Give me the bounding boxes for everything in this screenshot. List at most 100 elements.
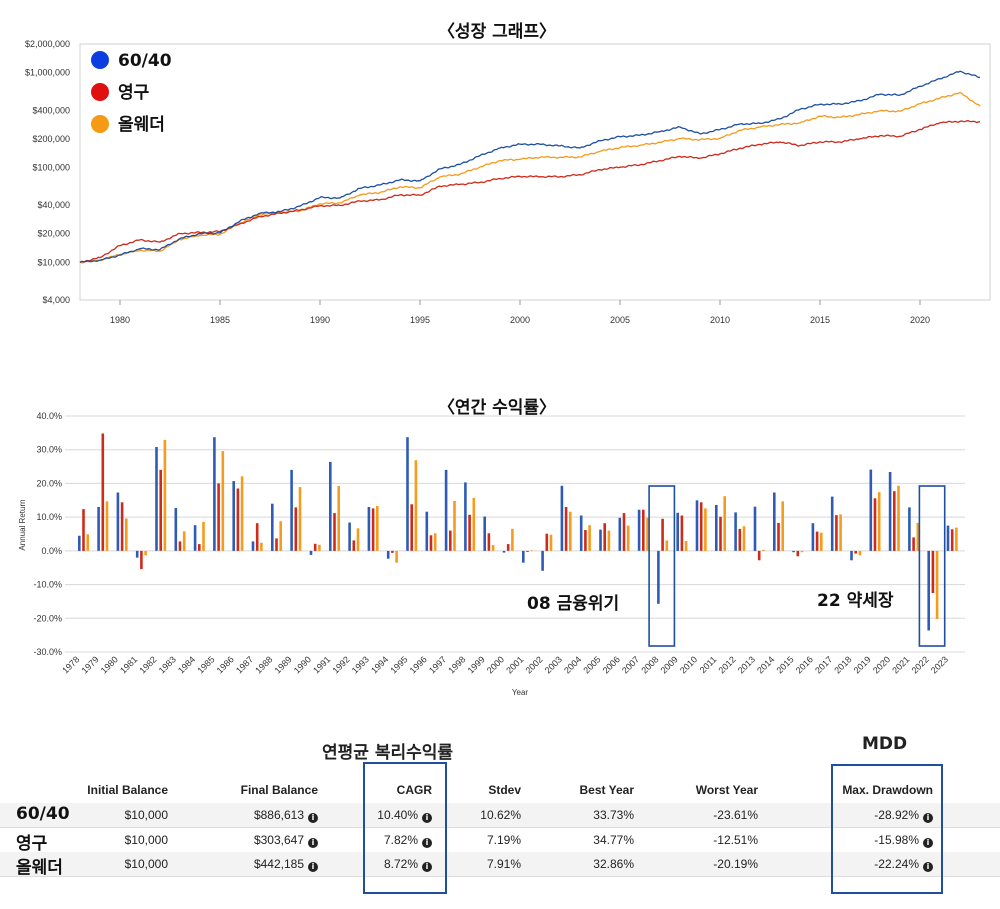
annual-bar [916, 522, 920, 551]
cell-final: $442,185 i [254, 857, 318, 872]
growth-y-tick-label: $4,000 [42, 295, 70, 305]
annual-y-tick-label: 10.0% [36, 512, 62, 522]
legend-dot-icon [91, 115, 109, 133]
annual-x-tick-label: 2013 [736, 654, 757, 675]
annual-x-tick-label: 2001 [504, 654, 525, 675]
annual-bar [356, 528, 360, 551]
annual-bar [588, 525, 591, 551]
annual-x-tick-label: 1999 [466, 654, 487, 675]
annual-x-tick-label: 2017 [813, 654, 834, 675]
annual-bar [522, 550, 525, 563]
annual-x-axis-label: Year [512, 688, 529, 697]
info-icon[interactable]: i [923, 862, 933, 872]
annual-bar [661, 518, 664, 551]
annual-x-tick-label: 2006 [601, 654, 622, 675]
info-icon[interactable]: i [923, 813, 933, 823]
table-row: 60/40 $10,000 $886,613 i 10.40% i 10.62% 3… [0, 803, 1000, 827]
table-divider [0, 876, 1000, 877]
annual-x-tick-label: 2000 [485, 654, 506, 675]
annual-bar [144, 550, 147, 556]
legend-dot-icon [91, 83, 109, 101]
growth-y-tick-label: $20,000 [37, 229, 70, 239]
cell-mdd: -22.24% i [874, 857, 933, 872]
annual-x-tick-label: 2023 [929, 654, 950, 675]
annual-bar [348, 522, 351, 551]
info-icon[interactable]: i [422, 862, 432, 872]
annual-bar [680, 515, 684, 551]
annual-bar [637, 509, 641, 551]
annual-x-tick-label: 1980 [99, 654, 120, 675]
annual-bar [622, 513, 626, 551]
growth-chart-title: 〈성장 그래프〉 [438, 21, 556, 42]
annual-x-tick-label: 1987 [234, 654, 255, 675]
annual-bar [564, 507, 568, 551]
annual-bar [734, 512, 737, 551]
annual-x-tick-label: 1985 [195, 654, 216, 675]
info-icon[interactable]: i [308, 838, 318, 848]
annual-x-tick-label: 1984 [176, 654, 197, 675]
row-name: 60/40 [16, 804, 70, 824]
cell-initial: $10,000 [124, 857, 168, 871]
annual-bar [719, 516, 722, 551]
growth-y-tick-label: $2,000,000 [25, 39, 70, 49]
annual-bar [406, 437, 409, 551]
info-icon[interactable]: i [923, 838, 933, 848]
info-icon[interactable]: i [422, 813, 432, 823]
annual-x-tick-label: 2022 [910, 654, 931, 675]
annual-bar [279, 521, 282, 551]
annual-chart-title: 〈연간 수익률〉 [438, 397, 556, 418]
annual-bar [549, 534, 553, 551]
annual-x-tick-label: 2016 [794, 654, 815, 675]
annual-grid: 40.0% 30.0% 20.0% 10.0% 0.0% -10.0% -20.0% -30.… [33, 411, 965, 657]
growth-y-tick-label: $200,000 [32, 134, 70, 144]
annual-return-chart: 〈연간 수익률〉 Annual Return Year 40.0% 30.0% 20… [18, 397, 965, 697]
annual-x-tick-label: 2012 [717, 654, 738, 675]
growth-y-tick-label: $40,000 [37, 200, 70, 210]
info-icon[interactable]: i [422, 838, 432, 848]
annual-bar [757, 550, 761, 561]
annual-bar [773, 492, 776, 551]
annual-x-tick-label: 1981 [118, 654, 139, 675]
annual-bar [545, 533, 549, 551]
annual-bar [178, 541, 182, 551]
legend-label: 60/40 [118, 51, 172, 71]
cell-best: 32.86% [593, 857, 634, 871]
annual-bar [796, 550, 800, 557]
annual-bar [433, 533, 437, 551]
annual-bar [839, 514, 842, 551]
cell-mdd: -28.92% i [874, 808, 933, 823]
annual-bar [78, 535, 81, 551]
annual-bar [877, 492, 881, 551]
annual-bar [927, 550, 930, 631]
cell-initial: $10,000 [124, 808, 168, 822]
info-icon[interactable]: i [308, 862, 318, 872]
cell-final-value: $442,185 [253, 857, 304, 871]
annual-bar [298, 487, 302, 551]
annual-bar [425, 511, 429, 551]
annual-bar [908, 507, 911, 551]
growth-y-tick-label: $100,000 [32, 162, 70, 172]
annual-x-tick-label: 2005 [581, 654, 602, 675]
annual-bar [116, 492, 120, 551]
annual-bars [78, 433, 958, 631]
cell-worst: -12.51% [713, 833, 758, 847]
annual-x-tick-label: 2008 [639, 654, 660, 675]
annual-bar [410, 504, 413, 551]
info-icon[interactable]: i [308, 813, 318, 823]
annual-x-tick-label: 2020 [871, 654, 892, 675]
cell-stdev: 10.62% [480, 808, 521, 822]
annual-bar [569, 511, 572, 551]
annual-bar [395, 550, 398, 563]
annual-bar [835, 515, 838, 551]
header-max-drawdown: Max. Drawdown [842, 783, 933, 797]
annual-bar [294, 507, 298, 551]
annual-bar [950, 529, 954, 551]
growth-line-0 [79, 70, 981, 263]
annual-bar [444, 469, 448, 551]
annual-bar [777, 522, 780, 551]
annual-x-tick-label: 1993 [350, 654, 371, 675]
annual-x-tick-label: 2018 [832, 654, 853, 675]
annual-bar [271, 503, 274, 551]
growth-x-tick-label: 2020 [910, 315, 930, 325]
annual-bar [97, 507, 100, 551]
